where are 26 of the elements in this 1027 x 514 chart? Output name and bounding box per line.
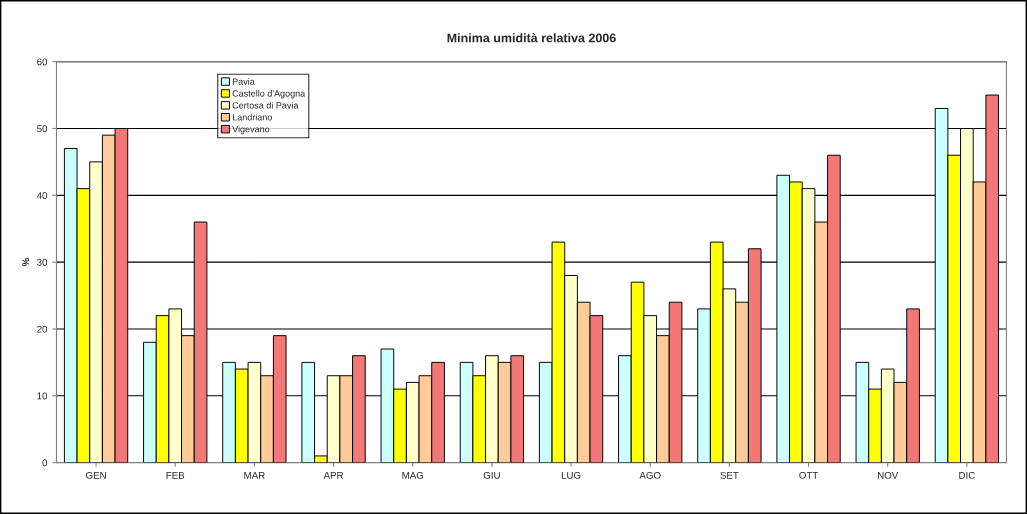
- y-tick-label: 10: [37, 392, 48, 400]
- legend-label: Landriano: [232, 113, 272, 121]
- legend-label: Pavia: [232, 78, 255, 85]
- x-tick-label: MAG: [402, 471, 424, 479]
- y-tick-label: 0: [42, 459, 48, 467]
- legend-label: Vigevano: [232, 125, 270, 135]
- x-tick-label: MAR: [244, 471, 265, 479]
- x-tick-label: NOV: [877, 471, 899, 479]
- chart-title: Minima umidità relativa 2006: [447, 33, 616, 43]
- y-tick-label: 30: [37, 258, 48, 266]
- x-tick-label: LUG: [561, 471, 581, 479]
- y-tick-label: 40: [36, 192, 48, 199]
- x-tick-label: DIC: [959, 471, 975, 479]
- x-tick-label: OTT: [799, 471, 819, 479]
- legend-label: Castello d'Agogna: [232, 90, 306, 99]
- y-tick-label: 20: [37, 325, 48, 333]
- x-tick-label: AGO: [639, 471, 661, 479]
- y-tick-label: 60: [37, 58, 48, 66]
- y-tick-label: 50: [37, 125, 48, 133]
- x-tick-label: APR: [323, 471, 344, 479]
- legend-label: Certosa di Pavia: [232, 101, 299, 109]
- x-tick-label: GIU: [483, 471, 500, 479]
- x-tick-label: GEN: [86, 471, 106, 479]
- x-tick-label: SET: [720, 471, 739, 479]
- x-tick-label: FEB: [166, 471, 185, 479]
- y-axis-title: %: [22, 258, 30, 267]
